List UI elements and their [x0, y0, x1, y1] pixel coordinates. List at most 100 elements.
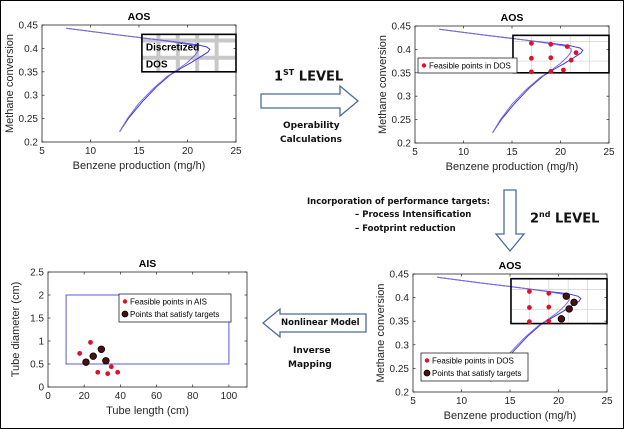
- chart-title: AOS: [128, 11, 151, 23]
- x-tick-label: 25: [601, 396, 613, 407]
- legend-label: Points that satisfy targets: [432, 369, 521, 378]
- x-axis-label: Benzene production (mg/h): [73, 160, 206, 172]
- y-tick-label: 0.35: [19, 67, 39, 78]
- y-tick-label: 0: [38, 383, 44, 394]
- x-axis-label: Benzene production (mg/h): [444, 410, 577, 422]
- right-arrow-icon: [260, 84, 360, 118]
- target-point: [82, 358, 90, 366]
- target-point: [570, 298, 578, 307]
- y-tick-label: 0.25: [19, 114, 39, 125]
- dos-label-1: Discretized: [146, 42, 199, 53]
- y-tick-label: 0.2: [24, 138, 38, 149]
- y-tick-label: 0.3: [397, 92, 411, 103]
- level1-sup: ST: [283, 68, 295, 77]
- legend-target-marker: [121, 310, 129, 318]
- chart-aos3: 5 10 15 20 25 0.2 0.25 0.3 0.35 0.4 0.45 AOS Benzene…: [375, 260, 613, 422]
- x-axis-label: Benzene production (mg/h): [446, 161, 579, 173]
- y-tick-label: 2.5: [30, 268, 44, 279]
- y-tick-label: 0.2: [395, 388, 409, 399]
- aos-boundary-inner: [66, 27, 199, 132]
- y-axis-label: Tube diameter (cm): [10, 282, 22, 378]
- feasible-point: [548, 68, 554, 74]
- y-tick-label: 0.25: [392, 115, 412, 126]
- target-point: [102, 357, 110, 365]
- legend-label: Points that satisfy targets: [130, 310, 219, 319]
- x-tick-label: 15: [133, 146, 145, 157]
- chart-ais: 0 20 40 60 80 100 0 0.5 1 1.5 2 2.5 AIS Tube length (…: [10, 258, 248, 417]
- x-tick-label: 60: [151, 391, 163, 402]
- feasible-point: [568, 57, 574, 63]
- feasible-point: [548, 55, 554, 61]
- legend-label: Feasible points in AIS: [130, 298, 207, 307]
- y-tick-label: 0.3: [395, 340, 409, 351]
- feasible-point: [546, 290, 552, 296]
- y-tick-label: 0.45: [390, 270, 410, 281]
- y-axis-label: Methane conversion: [4, 34, 16, 133]
- y-tick-label: 2: [38, 291, 44, 302]
- y-tick-label: 0.45: [392, 22, 412, 33]
- feasible-point: [546, 318, 552, 324]
- y-tick-label: 0.35: [392, 68, 412, 79]
- feasible-point: [564, 44, 570, 49]
- level2-text: LEVEL: [550, 211, 600, 227]
- y-tick-label: 0.2: [397, 139, 411, 150]
- x-tick-label: 20: [553, 396, 565, 407]
- feasible-point: [561, 67, 566, 73]
- dos-box: [512, 34, 610, 74]
- feasible-point: [88, 339, 93, 345]
- y-axis-label: Methane conversion: [377, 35, 389, 134]
- feasible-point: [573, 50, 579, 56]
- feasible-point: [77, 351, 83, 356]
- target-point: [557, 315, 566, 323]
- operability-caption-1: Operability: [283, 121, 340, 131]
- feasible-point: [95, 369, 101, 375]
- legend-feasible-marker: [421, 63, 427, 68]
- feasible-point: [105, 371, 111, 377]
- target-point: [89, 352, 97, 360]
- x-tick-label: 80: [187, 391, 199, 402]
- target-point: [565, 305, 573, 313]
- y-tick-label: 0.4: [395, 293, 409, 304]
- x-tick-label: 40: [115, 391, 127, 402]
- level1-label: 1ST LEVEL: [274, 68, 343, 84]
- chart-aos1: 5 10 15 20 25 0.2 0.25 0.3 0.35 0.4 0.45 AOS Benzene…: [4, 11, 242, 172]
- feasible-point: [527, 305, 532, 310]
- target-item-footprint: – Footprint reduction: [355, 224, 456, 234]
- plot-area: [47, 271, 248, 388]
- feasible-point: [527, 319, 532, 325]
- feasible-point: [527, 289, 532, 294]
- feasible-point: [546, 304, 552, 310]
- inverse-caption-2: Mapping: [288, 360, 332, 370]
- legend-label: Feasible points in DOS: [432, 357, 514, 366]
- legend-feasible-marker: [122, 299, 128, 304]
- x-tick-label: 5: [410, 396, 416, 407]
- legend-box: [417, 57, 518, 74]
- y-tick-label: 0.4: [24, 44, 38, 55]
- level2-number: 2: [530, 211, 540, 227]
- x-tick-label: 100: [221, 391, 238, 402]
- level2-sup: nd: [539, 210, 551, 219]
- y-tick-label: 0.5: [30, 360, 44, 371]
- level1-text: LEVEL: [294, 69, 344, 85]
- x-tick-label: 5: [39, 146, 45, 157]
- x-tick-label: 20: [555, 147, 567, 158]
- left-arrow-icon: [261, 307, 367, 339]
- x-tick-label: 5: [412, 147, 418, 158]
- x-tick-label: 20: [79, 391, 91, 402]
- x-axis-label: Tube length (cm): [106, 405, 189, 417]
- y-tick-label: 0.45: [19, 21, 39, 32]
- y-tick-label: 0.35: [390, 317, 410, 328]
- feasible-point: [108, 364, 114, 370]
- feasible-point: [529, 69, 534, 75]
- legend-feasible-marker: [424, 358, 430, 363]
- nonlinear-model-label: Nonlinear Model: [281, 318, 360, 328]
- inverse-caption-1: Inverse: [293, 346, 331, 356]
- y-tick-label: 0.4: [397, 45, 411, 56]
- x-tick-label: 25: [230, 146, 242, 157]
- x-tick-label: 10: [456, 396, 468, 407]
- chart-aos2: 5 10 15 20 25 0.2 0.25 0.3 0.35 0.4 0.45 AOS Benzene…: [377, 12, 615, 173]
- target-point: [562, 292, 570, 300]
- legend-box: [118, 293, 232, 323]
- chart-title: AIS: [139, 258, 157, 270]
